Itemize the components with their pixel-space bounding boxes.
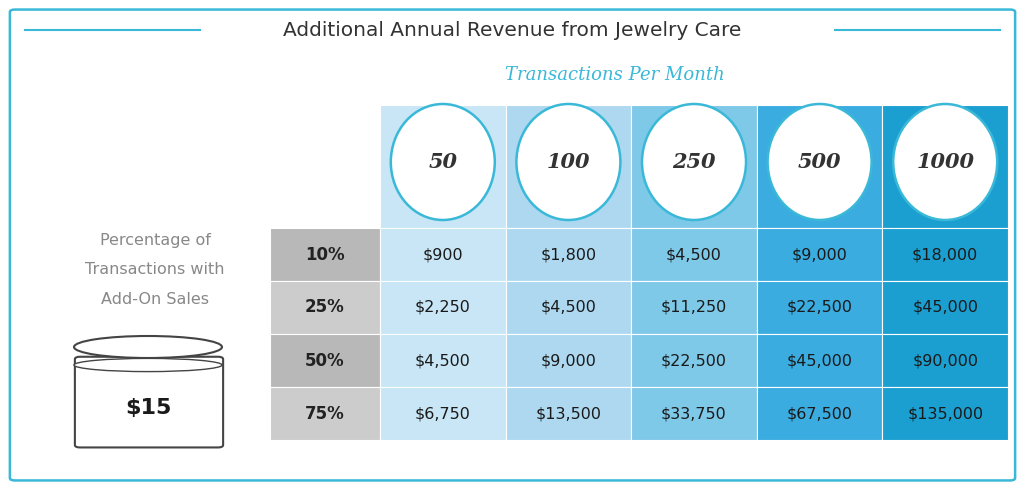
- Text: $6,750: $6,750: [415, 406, 471, 421]
- Text: 100: 100: [547, 152, 590, 172]
- Text: Percentage of: Percentage of: [99, 232, 211, 247]
- FancyBboxPatch shape: [380, 228, 506, 281]
- FancyBboxPatch shape: [380, 387, 506, 440]
- FancyBboxPatch shape: [506, 281, 631, 334]
- FancyBboxPatch shape: [883, 387, 1008, 440]
- FancyBboxPatch shape: [757, 281, 883, 334]
- Text: 50: 50: [428, 152, 458, 172]
- Text: $15: $15: [125, 397, 171, 417]
- FancyBboxPatch shape: [757, 228, 883, 281]
- FancyBboxPatch shape: [75, 357, 223, 447]
- FancyBboxPatch shape: [506, 105, 631, 228]
- Text: $1,800: $1,800: [541, 247, 596, 262]
- Text: $9,000: $9,000: [792, 247, 848, 262]
- FancyBboxPatch shape: [380, 281, 506, 334]
- FancyBboxPatch shape: [631, 334, 757, 387]
- FancyBboxPatch shape: [506, 334, 631, 387]
- FancyBboxPatch shape: [631, 228, 757, 281]
- Text: $4,500: $4,500: [541, 300, 596, 315]
- Ellipse shape: [74, 358, 222, 371]
- FancyBboxPatch shape: [757, 334, 883, 387]
- Text: $33,750: $33,750: [662, 406, 727, 421]
- Text: 75%: 75%: [305, 405, 345, 422]
- Text: $4,500: $4,500: [415, 353, 471, 368]
- FancyBboxPatch shape: [631, 387, 757, 440]
- Text: Transactions with: Transactions with: [85, 263, 224, 277]
- Text: $67,500: $67,500: [786, 406, 853, 421]
- FancyBboxPatch shape: [270, 228, 380, 281]
- Text: $11,250: $11,250: [660, 300, 727, 315]
- Text: $45,000: $45,000: [912, 300, 978, 315]
- FancyBboxPatch shape: [506, 387, 631, 440]
- Ellipse shape: [391, 104, 495, 220]
- FancyBboxPatch shape: [270, 334, 380, 387]
- FancyBboxPatch shape: [270, 387, 380, 440]
- FancyBboxPatch shape: [883, 228, 1008, 281]
- Ellipse shape: [516, 104, 621, 220]
- Ellipse shape: [642, 104, 746, 220]
- Text: $2,250: $2,250: [415, 300, 471, 315]
- FancyBboxPatch shape: [10, 9, 1015, 481]
- Text: 25%: 25%: [305, 298, 345, 317]
- Text: Transactions Per Month: Transactions Per Month: [505, 66, 725, 84]
- Ellipse shape: [768, 104, 871, 220]
- Text: $90,000: $90,000: [912, 353, 978, 368]
- Ellipse shape: [893, 104, 997, 220]
- Text: 50%: 50%: [305, 351, 345, 369]
- Ellipse shape: [74, 336, 222, 358]
- FancyBboxPatch shape: [380, 105, 506, 228]
- Text: $45,000: $45,000: [786, 353, 853, 368]
- Text: $13,500: $13,500: [536, 406, 601, 421]
- Text: Additional Annual Revenue from Jewelry Care: Additional Annual Revenue from Jewelry C…: [283, 21, 741, 40]
- FancyBboxPatch shape: [883, 334, 1008, 387]
- FancyBboxPatch shape: [883, 281, 1008, 334]
- Text: 500: 500: [798, 152, 842, 172]
- Text: $22,500: $22,500: [786, 300, 853, 315]
- Text: 250: 250: [672, 152, 716, 172]
- FancyBboxPatch shape: [270, 281, 380, 334]
- FancyBboxPatch shape: [631, 105, 757, 228]
- FancyBboxPatch shape: [757, 387, 883, 440]
- FancyBboxPatch shape: [631, 281, 757, 334]
- FancyBboxPatch shape: [506, 228, 631, 281]
- FancyBboxPatch shape: [757, 105, 883, 228]
- Text: Add-On Sales: Add-On Sales: [101, 293, 209, 308]
- Text: $9,000: $9,000: [541, 353, 596, 368]
- Text: 10%: 10%: [305, 245, 345, 264]
- Text: 1000: 1000: [916, 152, 974, 172]
- Text: $135,000: $135,000: [907, 406, 983, 421]
- FancyBboxPatch shape: [380, 334, 506, 387]
- Text: $22,500: $22,500: [662, 353, 727, 368]
- FancyBboxPatch shape: [883, 105, 1008, 228]
- Text: $4,500: $4,500: [666, 247, 722, 262]
- Text: $900: $900: [423, 247, 463, 262]
- Text: $18,000: $18,000: [912, 247, 978, 262]
